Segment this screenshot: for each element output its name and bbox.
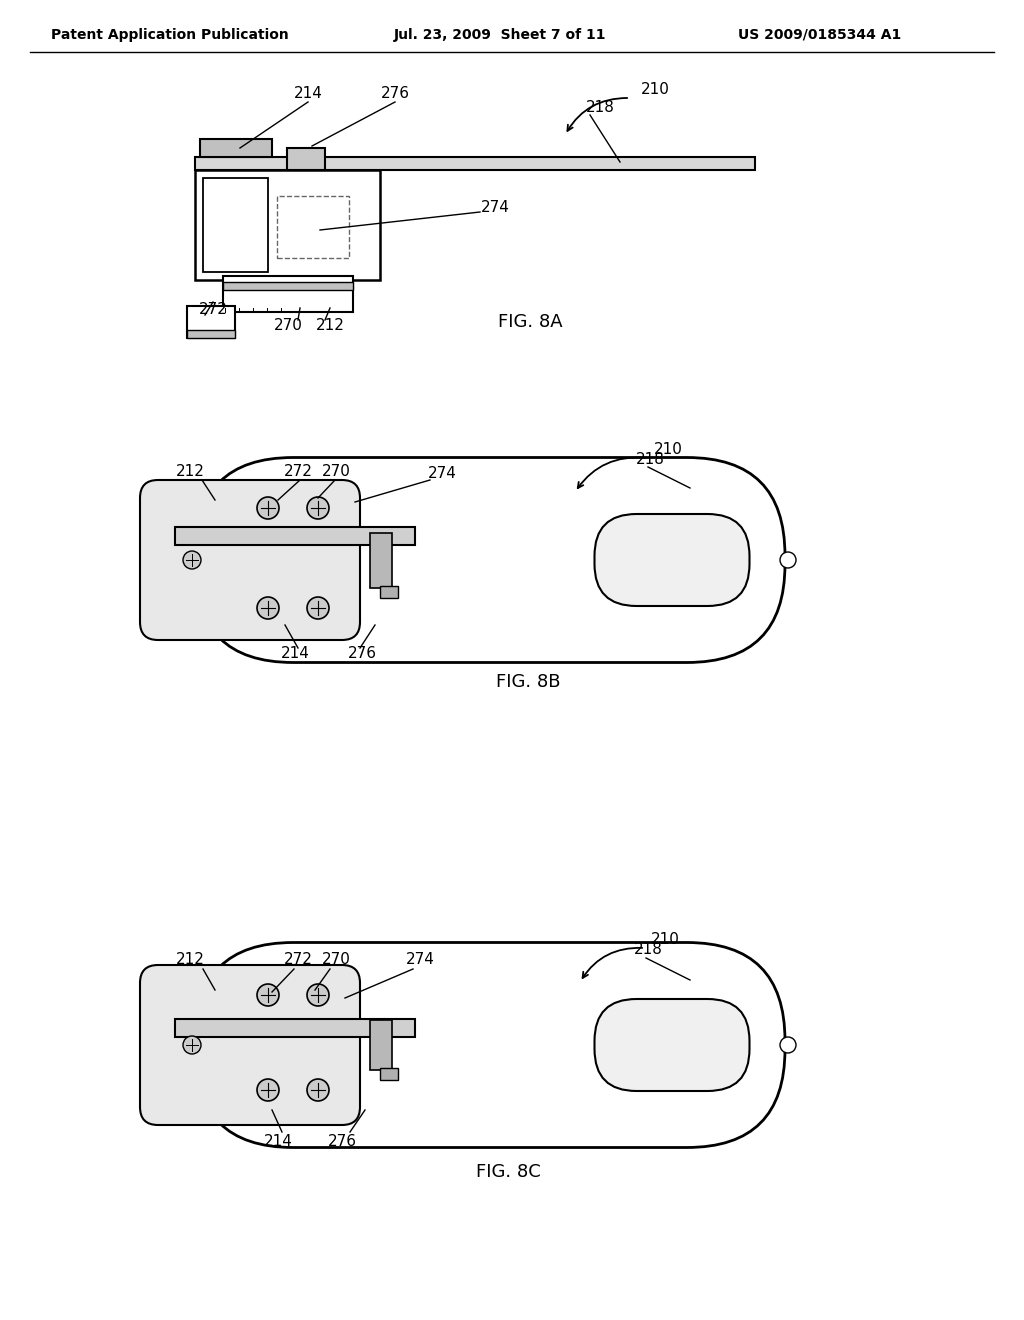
- Text: FIG. 8A: FIG. 8A: [498, 313, 562, 331]
- Text: 274: 274: [406, 953, 434, 968]
- Circle shape: [257, 1078, 279, 1101]
- Text: 212: 212: [175, 465, 205, 479]
- Circle shape: [307, 983, 329, 1006]
- Circle shape: [257, 983, 279, 1006]
- Bar: [175, 1019, 415, 1038]
- Bar: [370, 1020, 392, 1071]
- Text: Patent Application Publication: Patent Application Publication: [51, 28, 289, 42]
- FancyBboxPatch shape: [195, 942, 785, 1147]
- Bar: [175, 527, 415, 545]
- Circle shape: [307, 1078, 329, 1101]
- Text: FIG. 8B: FIG. 8B: [496, 673, 560, 690]
- Circle shape: [780, 1038, 796, 1053]
- Bar: [278, 195, 349, 257]
- Text: US 2009/0185344 A1: US 2009/0185344 A1: [738, 28, 901, 42]
- Bar: [200, 139, 272, 157]
- Text: 274: 274: [480, 201, 509, 215]
- FancyBboxPatch shape: [195, 458, 785, 663]
- FancyBboxPatch shape: [140, 480, 360, 640]
- Circle shape: [780, 552, 796, 568]
- Text: 210: 210: [653, 442, 682, 458]
- Text: 214: 214: [263, 1134, 293, 1150]
- Bar: [187, 306, 234, 338]
- Circle shape: [257, 597, 279, 619]
- Circle shape: [183, 1036, 201, 1053]
- FancyBboxPatch shape: [595, 513, 750, 606]
- Text: Jul. 23, 2009  Sheet 7 of 11: Jul. 23, 2009 Sheet 7 of 11: [394, 28, 606, 42]
- Bar: [380, 1068, 398, 1080]
- Bar: [370, 533, 392, 587]
- Text: 270: 270: [273, 318, 302, 334]
- Text: 272: 272: [284, 953, 312, 968]
- Text: 270: 270: [322, 953, 350, 968]
- Text: 214: 214: [294, 87, 323, 102]
- Circle shape: [307, 597, 329, 619]
- FancyBboxPatch shape: [595, 999, 750, 1092]
- Bar: [187, 330, 234, 338]
- Text: 272: 272: [199, 302, 227, 318]
- Text: 276: 276: [381, 87, 410, 102]
- Bar: [380, 586, 398, 598]
- Text: 214: 214: [281, 647, 309, 661]
- Text: 274: 274: [428, 466, 457, 480]
- Text: 212: 212: [315, 318, 344, 334]
- Circle shape: [307, 498, 329, 519]
- Bar: [203, 178, 268, 272]
- Circle shape: [257, 498, 279, 519]
- Text: 218: 218: [586, 99, 614, 115]
- Bar: [195, 170, 380, 280]
- Bar: [195, 157, 755, 170]
- Text: FIG. 8C: FIG. 8C: [475, 1163, 541, 1181]
- FancyBboxPatch shape: [140, 965, 360, 1125]
- Text: 270: 270: [322, 465, 350, 479]
- Text: 210: 210: [650, 932, 680, 948]
- Text: 212: 212: [175, 953, 205, 968]
- Text: 218: 218: [634, 942, 663, 957]
- Text: 272: 272: [284, 465, 312, 479]
- Text: 276: 276: [328, 1134, 356, 1150]
- Text: 276: 276: [347, 647, 377, 661]
- Text: 218: 218: [636, 453, 665, 467]
- Bar: [287, 148, 325, 170]
- Bar: [223, 276, 353, 312]
- Bar: [223, 282, 353, 290]
- Circle shape: [183, 550, 201, 569]
- Text: 210: 210: [641, 82, 670, 98]
